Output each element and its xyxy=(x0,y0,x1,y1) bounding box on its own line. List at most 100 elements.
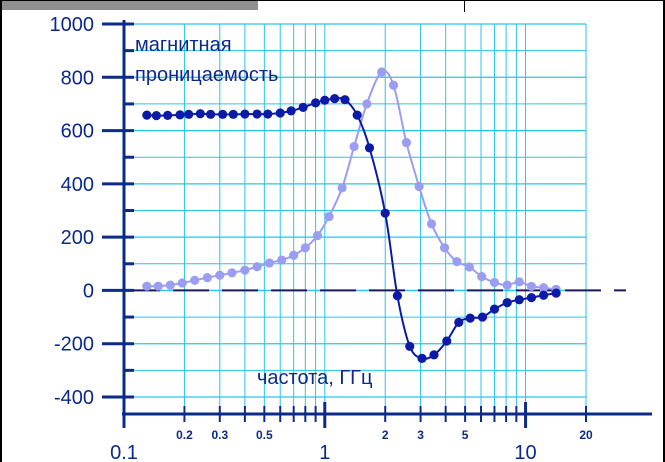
top-divider-tick xyxy=(464,0,465,12)
y-tick-label: 800 xyxy=(61,67,94,89)
data-point xyxy=(165,280,175,290)
cropped-photo-strip xyxy=(0,0,258,10)
data-point xyxy=(439,243,450,253)
x-tick-label-major: 10 xyxy=(514,442,536,462)
data-point xyxy=(175,110,185,120)
data-point xyxy=(454,317,464,327)
x-tick-label-major: 0.1 xyxy=(110,442,138,462)
data-point xyxy=(502,280,512,290)
data-point xyxy=(380,208,390,218)
data-point xyxy=(142,281,152,291)
data-point xyxy=(277,255,287,265)
data-point xyxy=(310,98,321,108)
series-line xyxy=(146,70,557,291)
data-point xyxy=(349,141,359,152)
data-point xyxy=(414,181,424,192)
right-border xyxy=(663,0,665,462)
data-point xyxy=(289,250,299,260)
data-point xyxy=(417,353,427,363)
y-tick-label: 200 xyxy=(61,227,94,249)
x-tick-label-minor: 20 xyxy=(579,428,593,442)
data-point xyxy=(227,268,237,278)
y-tick-label: 0 xyxy=(83,280,94,302)
data-point xyxy=(195,109,205,119)
data-point xyxy=(340,95,350,105)
x-tick-label-minor: 0.5 xyxy=(256,428,273,442)
annotation-line1: магнитная xyxy=(135,34,232,56)
data-point xyxy=(477,312,488,322)
data-point xyxy=(252,109,262,119)
data-point xyxy=(218,109,228,119)
left-border xyxy=(0,0,2,462)
data-point xyxy=(324,212,334,222)
tick-labels: 1000 800 600 400 200 0 -200 -400 0.1 1 10 0.2 0.3 0.5… xyxy=(50,14,593,462)
data-series xyxy=(142,67,561,363)
y-tick-label: 1000 xyxy=(50,14,95,36)
data-point xyxy=(401,137,412,148)
axes xyxy=(102,20,652,428)
data-point xyxy=(452,257,462,267)
data-point xyxy=(330,94,340,104)
data-point xyxy=(240,265,250,275)
data-point xyxy=(263,109,273,119)
data-point xyxy=(539,283,549,293)
data-point xyxy=(177,278,187,288)
x-tick-label-major: 1 xyxy=(319,442,330,462)
data-point xyxy=(377,67,387,77)
series-imaginary-part xyxy=(142,67,561,294)
top-border xyxy=(0,0,665,1)
data-point xyxy=(514,277,524,287)
x-axis-label: частота, ГГц xyxy=(257,367,372,389)
data-point xyxy=(526,293,537,303)
y-tick-label: -200 xyxy=(54,334,94,356)
data-point xyxy=(228,109,238,119)
data-point xyxy=(151,111,161,121)
data-point xyxy=(502,298,512,308)
data-point xyxy=(142,110,152,120)
data-point xyxy=(426,219,437,229)
x-tick-label-minor: 3 xyxy=(417,428,424,442)
series-real-part xyxy=(142,94,561,363)
data-point xyxy=(298,102,308,112)
data-point xyxy=(215,270,225,280)
data-point xyxy=(240,109,250,119)
data-point xyxy=(206,109,216,119)
data-point xyxy=(526,281,537,292)
data-point xyxy=(190,275,200,285)
data-point xyxy=(275,108,285,118)
data-point xyxy=(465,313,475,323)
data-point xyxy=(337,183,347,193)
x-tick-label-minor: 0.2 xyxy=(176,428,193,442)
data-point xyxy=(489,277,500,288)
annotation-line2: проницаемость xyxy=(135,64,278,86)
x-tick-label-minor: 5 xyxy=(462,428,469,442)
data-point xyxy=(312,230,323,241)
data-point xyxy=(364,143,375,153)
data-point xyxy=(551,288,561,298)
data-point xyxy=(388,80,399,90)
x-tick-label-minor: 0.3 xyxy=(211,428,228,442)
data-point xyxy=(300,243,310,253)
data-point xyxy=(539,290,549,300)
y-tick-label: 600 xyxy=(61,121,94,143)
data-point xyxy=(489,304,500,314)
data-point xyxy=(202,273,212,283)
data-point xyxy=(153,281,163,291)
data-point xyxy=(464,262,474,272)
data-point xyxy=(264,258,275,268)
data-point xyxy=(320,95,330,105)
data-point xyxy=(163,110,173,120)
y-tick-label: -400 xyxy=(54,387,94,409)
data-point xyxy=(362,99,372,109)
data-point xyxy=(477,271,487,282)
data-point xyxy=(429,350,439,360)
data-point xyxy=(352,110,362,120)
data-point xyxy=(442,336,452,346)
data-point xyxy=(286,106,296,116)
data-point xyxy=(514,295,524,305)
data-point xyxy=(184,109,194,119)
y-tick-label: 400 xyxy=(61,174,94,196)
annotations: магнитная проницаемость частота, ГГц xyxy=(135,34,372,389)
